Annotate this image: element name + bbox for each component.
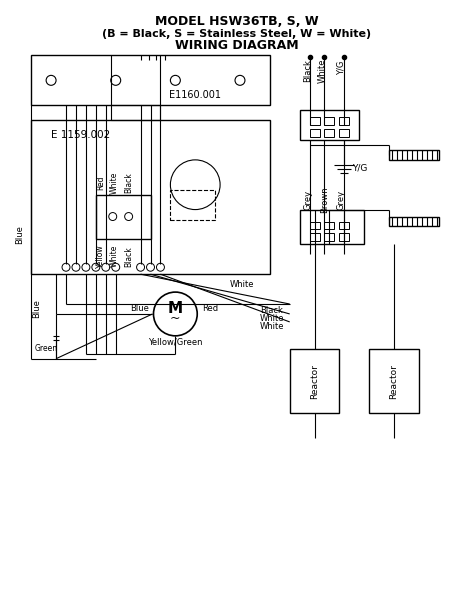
Text: Yellow/Green: Yellow/Green: [148, 337, 202, 346]
Text: Black: Black: [124, 246, 133, 266]
Text: Reactor: Reactor: [390, 364, 399, 399]
Text: M: M: [168, 301, 183, 316]
Text: Blue: Blue: [130, 305, 148, 314]
Bar: [290, 349, 339, 413]
Text: ~: ~: [170, 311, 181, 324]
Bar: [310, 233, 319, 241]
Text: White: White: [260, 314, 284, 324]
Text: Brown: Brown: [320, 186, 329, 213]
Text: (B = Black, S = Stainless Steel, W = White): (B = Black, S = Stainless Steel, W = Whi…: [102, 29, 372, 39]
Bar: [339, 129, 349, 137]
Bar: [31, 120, 270, 274]
Text: Green: Green: [35, 344, 58, 353]
Text: Grey: Grey: [337, 190, 346, 210]
Bar: [300, 110, 359, 140]
Text: Grey: Grey: [303, 190, 312, 210]
Bar: [300, 209, 364, 244]
Bar: [339, 222, 349, 230]
Text: Blue: Blue: [32, 300, 41, 319]
Text: Black: Black: [260, 306, 283, 316]
Circle shape: [154, 292, 197, 336]
Text: Reactor: Reactor: [310, 364, 319, 399]
Bar: [369, 349, 419, 413]
Bar: [310, 129, 319, 137]
Text: Y/G: Y/G: [352, 163, 367, 173]
Text: Black: Black: [303, 59, 312, 82]
Bar: [310, 117, 319, 125]
Bar: [325, 233, 335, 241]
Bar: [339, 117, 349, 125]
Bar: [170, 190, 215, 220]
Text: White: White: [110, 171, 119, 194]
Text: White: White: [110, 245, 119, 268]
Bar: [111, 105, 161, 120]
Bar: [325, 129, 335, 137]
Bar: [31, 55, 270, 105]
Text: Red: Red: [202, 305, 219, 314]
Text: White: White: [260, 322, 284, 332]
Text: WIRING DIAGRAM: WIRING DIAGRAM: [175, 39, 299, 52]
Bar: [339, 233, 349, 241]
Text: White: White: [230, 279, 255, 289]
Bar: [325, 117, 335, 125]
Text: MODEL HSW36TB, S, W: MODEL HSW36TB, S, W: [155, 15, 319, 28]
Bar: [389, 217, 439, 227]
Bar: [389, 150, 439, 160]
Text: Black: Black: [124, 173, 133, 193]
Bar: [325, 222, 335, 230]
Text: E1160.001: E1160.001: [169, 90, 221, 100]
Text: Red: Red: [96, 176, 105, 190]
Text: White: White: [318, 58, 327, 83]
Text: Y/G: Y/G: [337, 60, 346, 74]
Bar: [96, 195, 151, 239]
Text: Yellow: Yellow: [96, 244, 105, 268]
Bar: [310, 222, 319, 230]
Text: Blue: Blue: [15, 225, 24, 244]
Text: E 1159.002: E 1159.002: [51, 130, 110, 140]
